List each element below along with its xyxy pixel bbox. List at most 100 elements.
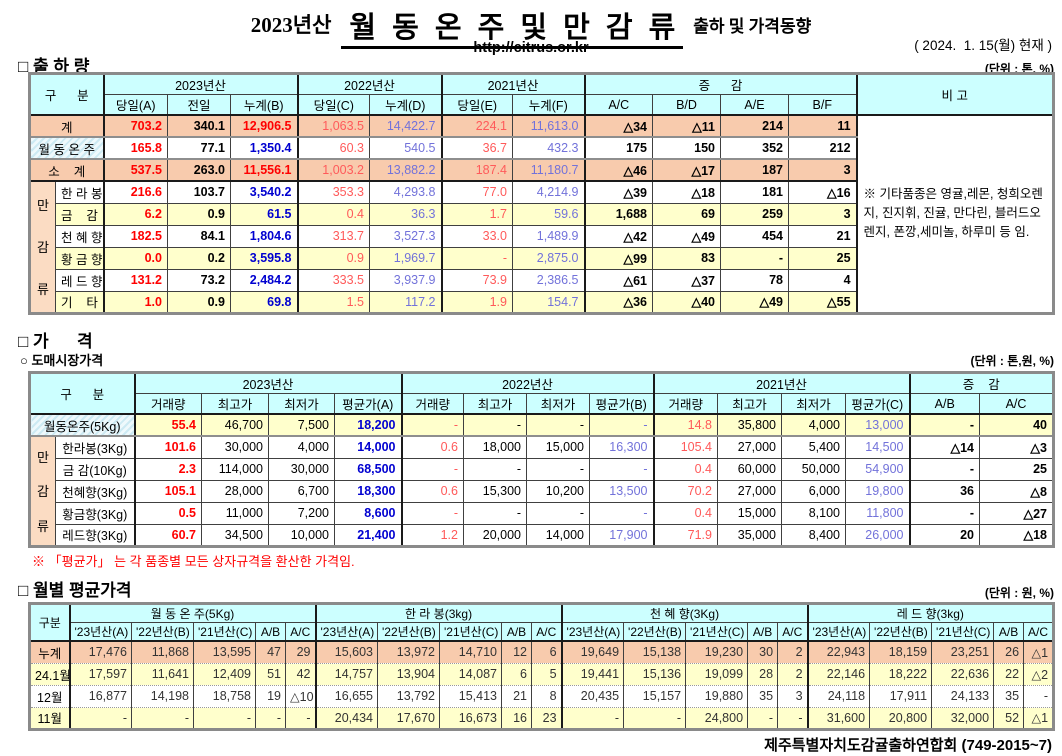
cell: 51 xyxy=(255,662,286,685)
cell: 33.0 xyxy=(440,224,513,248)
cell: 8,100 xyxy=(781,501,846,525)
cell: 11,613.0 xyxy=(512,114,585,138)
table-row: '23년산(A) '22년산(B) '21년산(C) A/B A/C '23년산… xyxy=(30,622,1055,642)
cell: 22 xyxy=(993,662,1025,685)
cell: 8 xyxy=(530,684,563,707)
cell: 3 xyxy=(777,684,809,707)
cell: 540.5 xyxy=(369,136,442,160)
cell: 20,434 xyxy=(314,706,378,729)
col-group-header: 2023년산 xyxy=(102,73,298,95)
cell: - xyxy=(440,246,513,270)
cell: 537.5 xyxy=(102,158,168,182)
row-label: 천혜향(3Kg) xyxy=(55,479,135,503)
cell: 21 xyxy=(501,684,532,707)
cell: - xyxy=(560,706,625,729)
category-char: 감 xyxy=(37,484,49,500)
monthly-table: 구분 월 동 온 주(5Kg) 한 라 봉(3kg) 천 혜 향(3Kg) 레 … xyxy=(28,602,1056,731)
cell: 1,688 xyxy=(583,202,653,226)
table-row: 계 703.2 340.1 12,906.5 1,063.5 14,422.7 … xyxy=(29,114,1055,314)
cell: 14,087 xyxy=(439,662,502,685)
col-header: A/C xyxy=(1023,622,1055,642)
cell: - xyxy=(285,706,316,729)
cell: 4,000 xyxy=(781,413,846,437)
cell: △1 xyxy=(1023,706,1055,729)
col-header: '22년산(B) xyxy=(377,622,440,642)
cell: 19 xyxy=(255,684,286,707)
cell: 13,972 xyxy=(377,640,440,663)
cell: 15,603 xyxy=(314,640,378,663)
cell: 4,214.9 xyxy=(512,180,585,204)
col-group-header: 월 동 온 주(5Kg) xyxy=(68,603,316,623)
col-header: B/F xyxy=(787,94,858,116)
col-group-header: 2021년산 xyxy=(440,73,585,95)
cell: 27,000 xyxy=(717,435,782,459)
cell: 47 xyxy=(255,640,286,663)
shipment-section-title: □ 출 하 량 xyxy=(18,57,90,76)
cell: △49 xyxy=(720,290,789,314)
cell: 35 xyxy=(993,684,1025,707)
cell: 340.1 xyxy=(167,114,231,138)
cell: 0.6 xyxy=(400,435,464,459)
cell: 14,198 xyxy=(131,684,194,707)
cell: 18,000 xyxy=(463,435,527,459)
table-row: 구 분 2023년산 2022년산 2021년산 증 감 xyxy=(29,372,1054,415)
category-char: 만 xyxy=(37,449,49,465)
category-char: 감 xyxy=(37,240,49,256)
cell: 105.1 xyxy=(133,479,202,503)
cell: - xyxy=(400,457,464,481)
col-header: A/C xyxy=(583,94,653,116)
cell: 7,200 xyxy=(268,501,335,525)
cell: △3 xyxy=(979,435,1054,459)
col-header: 당일(E) xyxy=(440,94,513,116)
cell: 78 xyxy=(720,268,789,292)
cell: 8,400 xyxy=(781,523,846,547)
table-row: 구분 월 동 온 주(5Kg) 한 라 봉(3kg) 천 혜 향(3Kg) 레 … xyxy=(29,603,1055,642)
cell: 352 xyxy=(720,136,789,160)
cell: △18 xyxy=(979,523,1054,547)
category-char: 만 xyxy=(37,198,49,214)
table-row: 당일(A) 전일 누계(B) 당일(C) 누계(D) 당일(E) 누계(F) A… xyxy=(30,94,1054,116)
cell: 3 xyxy=(787,202,858,226)
cell: 0.2 xyxy=(167,246,231,270)
cell: 19,800 xyxy=(845,479,910,503)
col-header: 당일(C) xyxy=(296,94,370,116)
price-subsection-title: ○ 도매시장가격 xyxy=(20,353,104,368)
cell: 10,200 xyxy=(526,479,590,503)
cell: 4,000 xyxy=(268,435,335,459)
col-header: 거래량 xyxy=(400,393,464,415)
cell: 14,500 xyxy=(845,435,910,459)
cell: 83 xyxy=(652,246,721,270)
cell: 77.0 xyxy=(440,180,513,204)
cell: 25 xyxy=(787,246,858,270)
col-header: '22년산(B) xyxy=(623,622,687,642)
cell: 29 xyxy=(285,640,316,663)
cell: 6,700 xyxy=(268,479,335,503)
cell: - xyxy=(908,457,980,481)
cell: 84.1 xyxy=(167,224,231,248)
cell: 69 xyxy=(652,202,721,226)
col-header: 최고가 xyxy=(201,393,269,415)
price-unit: (단위 : 톤,원, %) xyxy=(970,354,1055,368)
col-header: '21년산(C) xyxy=(439,622,502,642)
cell: 23 xyxy=(530,706,563,729)
col-header: 당일(A) xyxy=(102,94,168,116)
col-header: 평균가(C) xyxy=(845,393,910,415)
row-label: 금 감(10Kg) xyxy=(55,457,135,481)
shipment-table: 구 분 2023년산 2022년산 2021년산 증 감 비 고 당일(A) 전… xyxy=(28,72,1056,315)
cell: △34 xyxy=(583,114,653,138)
row-label: 한 라 봉 xyxy=(55,180,104,204)
col-header: A/B xyxy=(255,622,286,642)
col-header: A/C xyxy=(285,622,316,642)
cell: 25 xyxy=(979,457,1054,481)
cell: 40 xyxy=(979,413,1054,437)
col-header: A/B xyxy=(501,622,532,642)
cell: 2 xyxy=(777,640,809,663)
row-label: 12월 xyxy=(29,684,70,707)
col-header: 누계(F) xyxy=(512,94,585,116)
col-header: 누계(B) xyxy=(230,94,298,116)
cell: 1,063.5 xyxy=(296,114,370,138)
cell: 181 xyxy=(720,180,789,204)
cell: 36 xyxy=(908,479,980,503)
cell: 6,000 xyxy=(781,479,846,503)
cell: 10,000 xyxy=(268,523,335,547)
